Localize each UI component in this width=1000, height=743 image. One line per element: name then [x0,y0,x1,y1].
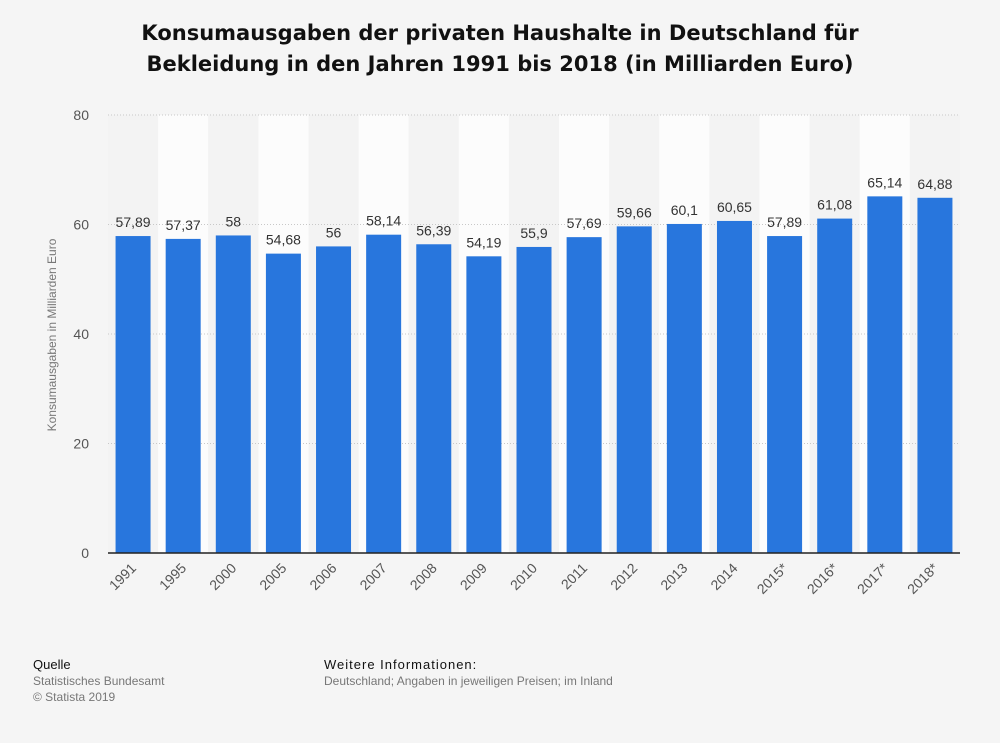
chart-title-line-1: Konsumausgaben der privaten Haushalte in… [141,21,859,45]
data-label: 55,9 [520,225,547,241]
data-label: 60,1 [671,202,698,218]
x-tick-label: 2000 [206,560,239,593]
x-tick-label: 2016* [804,559,842,597]
x-tick-label: 2009 [457,560,490,593]
data-label: 65,14 [867,174,902,190]
bar [817,218,853,553]
x-tick-label: 2006 [306,560,339,593]
data-label: 57,89 [116,214,151,230]
x-tick-label: 2013 [657,560,690,593]
bar [666,223,702,553]
x-tick-label: 2008 [407,560,440,593]
y-tick-label: 20 [73,436,89,452]
bar [516,246,552,553]
info-block: Weitere Informationen: Deutschland; Anga… [324,657,613,689]
data-label: 58,14 [366,213,401,229]
bar [215,235,251,553]
source-block: Quelle Statistisches Bundesamt © Statist… [33,657,164,705]
data-label: 58 [226,213,242,229]
x-tick-label: 1995 [156,560,189,593]
y-tick-label: 60 [73,217,89,233]
x-tick-label: 2017* [854,559,892,597]
data-label: 54,68 [266,232,301,248]
data-label: 60,65 [717,199,752,215]
x-tick-label: 1991 [106,560,139,593]
x-tick-label: 2015* [754,559,792,597]
x-tick-label: 2007 [356,560,389,593]
data-label: 57,37 [166,217,201,233]
bar [917,197,953,554]
x-tick-label: 2011 [558,560,591,593]
info-heading: Weitere Informationen: [324,657,478,672]
bar [616,226,652,553]
data-label: 64,88 [917,176,952,192]
x-tick-label: 2012 [607,560,640,593]
data-label: 61,08 [817,197,852,213]
x-tick-label: 2014 [707,560,740,593]
bar [716,220,752,553]
data-label: 57,89 [767,214,802,230]
copyright: © Statista 2019 [33,690,116,704]
bar [316,246,352,553]
data-label: 56,39 [416,222,451,238]
bar [115,236,151,553]
data-label: 56 [326,224,342,240]
bar [366,234,402,553]
y-tick-label: 0 [81,545,89,561]
y-tick-label: 40 [73,326,89,342]
chart-title-line-2: Bekleidung in den Jahren 1991 bis 2018 (… [146,52,854,76]
bar [767,236,803,553]
y-tick-label: 80 [73,107,89,123]
data-label: 54,19 [466,234,501,250]
bar [165,238,201,554]
x-tick-label: 2010 [507,560,540,593]
bar [867,196,903,553]
source-heading: Quelle [33,657,71,672]
bar [265,253,301,553]
bar [566,237,602,553]
x-tick-label: 2005 [256,560,289,593]
data-label: 57,69 [567,215,602,231]
chart-title: Konsumausgaben der privaten Haushalte in… [0,18,1000,80]
bar [466,256,502,553]
info-text: Deutschland; Angaben in jeweiligen Preis… [324,674,613,688]
x-tick-label: 2018* [904,559,942,597]
y-axis-label: Konsumausgaben in Milliarden Euro [45,238,59,432]
bar [416,244,452,553]
source-name: Statistisches Bundesamt [33,674,165,688]
data-label: 59,66 [617,204,652,220]
